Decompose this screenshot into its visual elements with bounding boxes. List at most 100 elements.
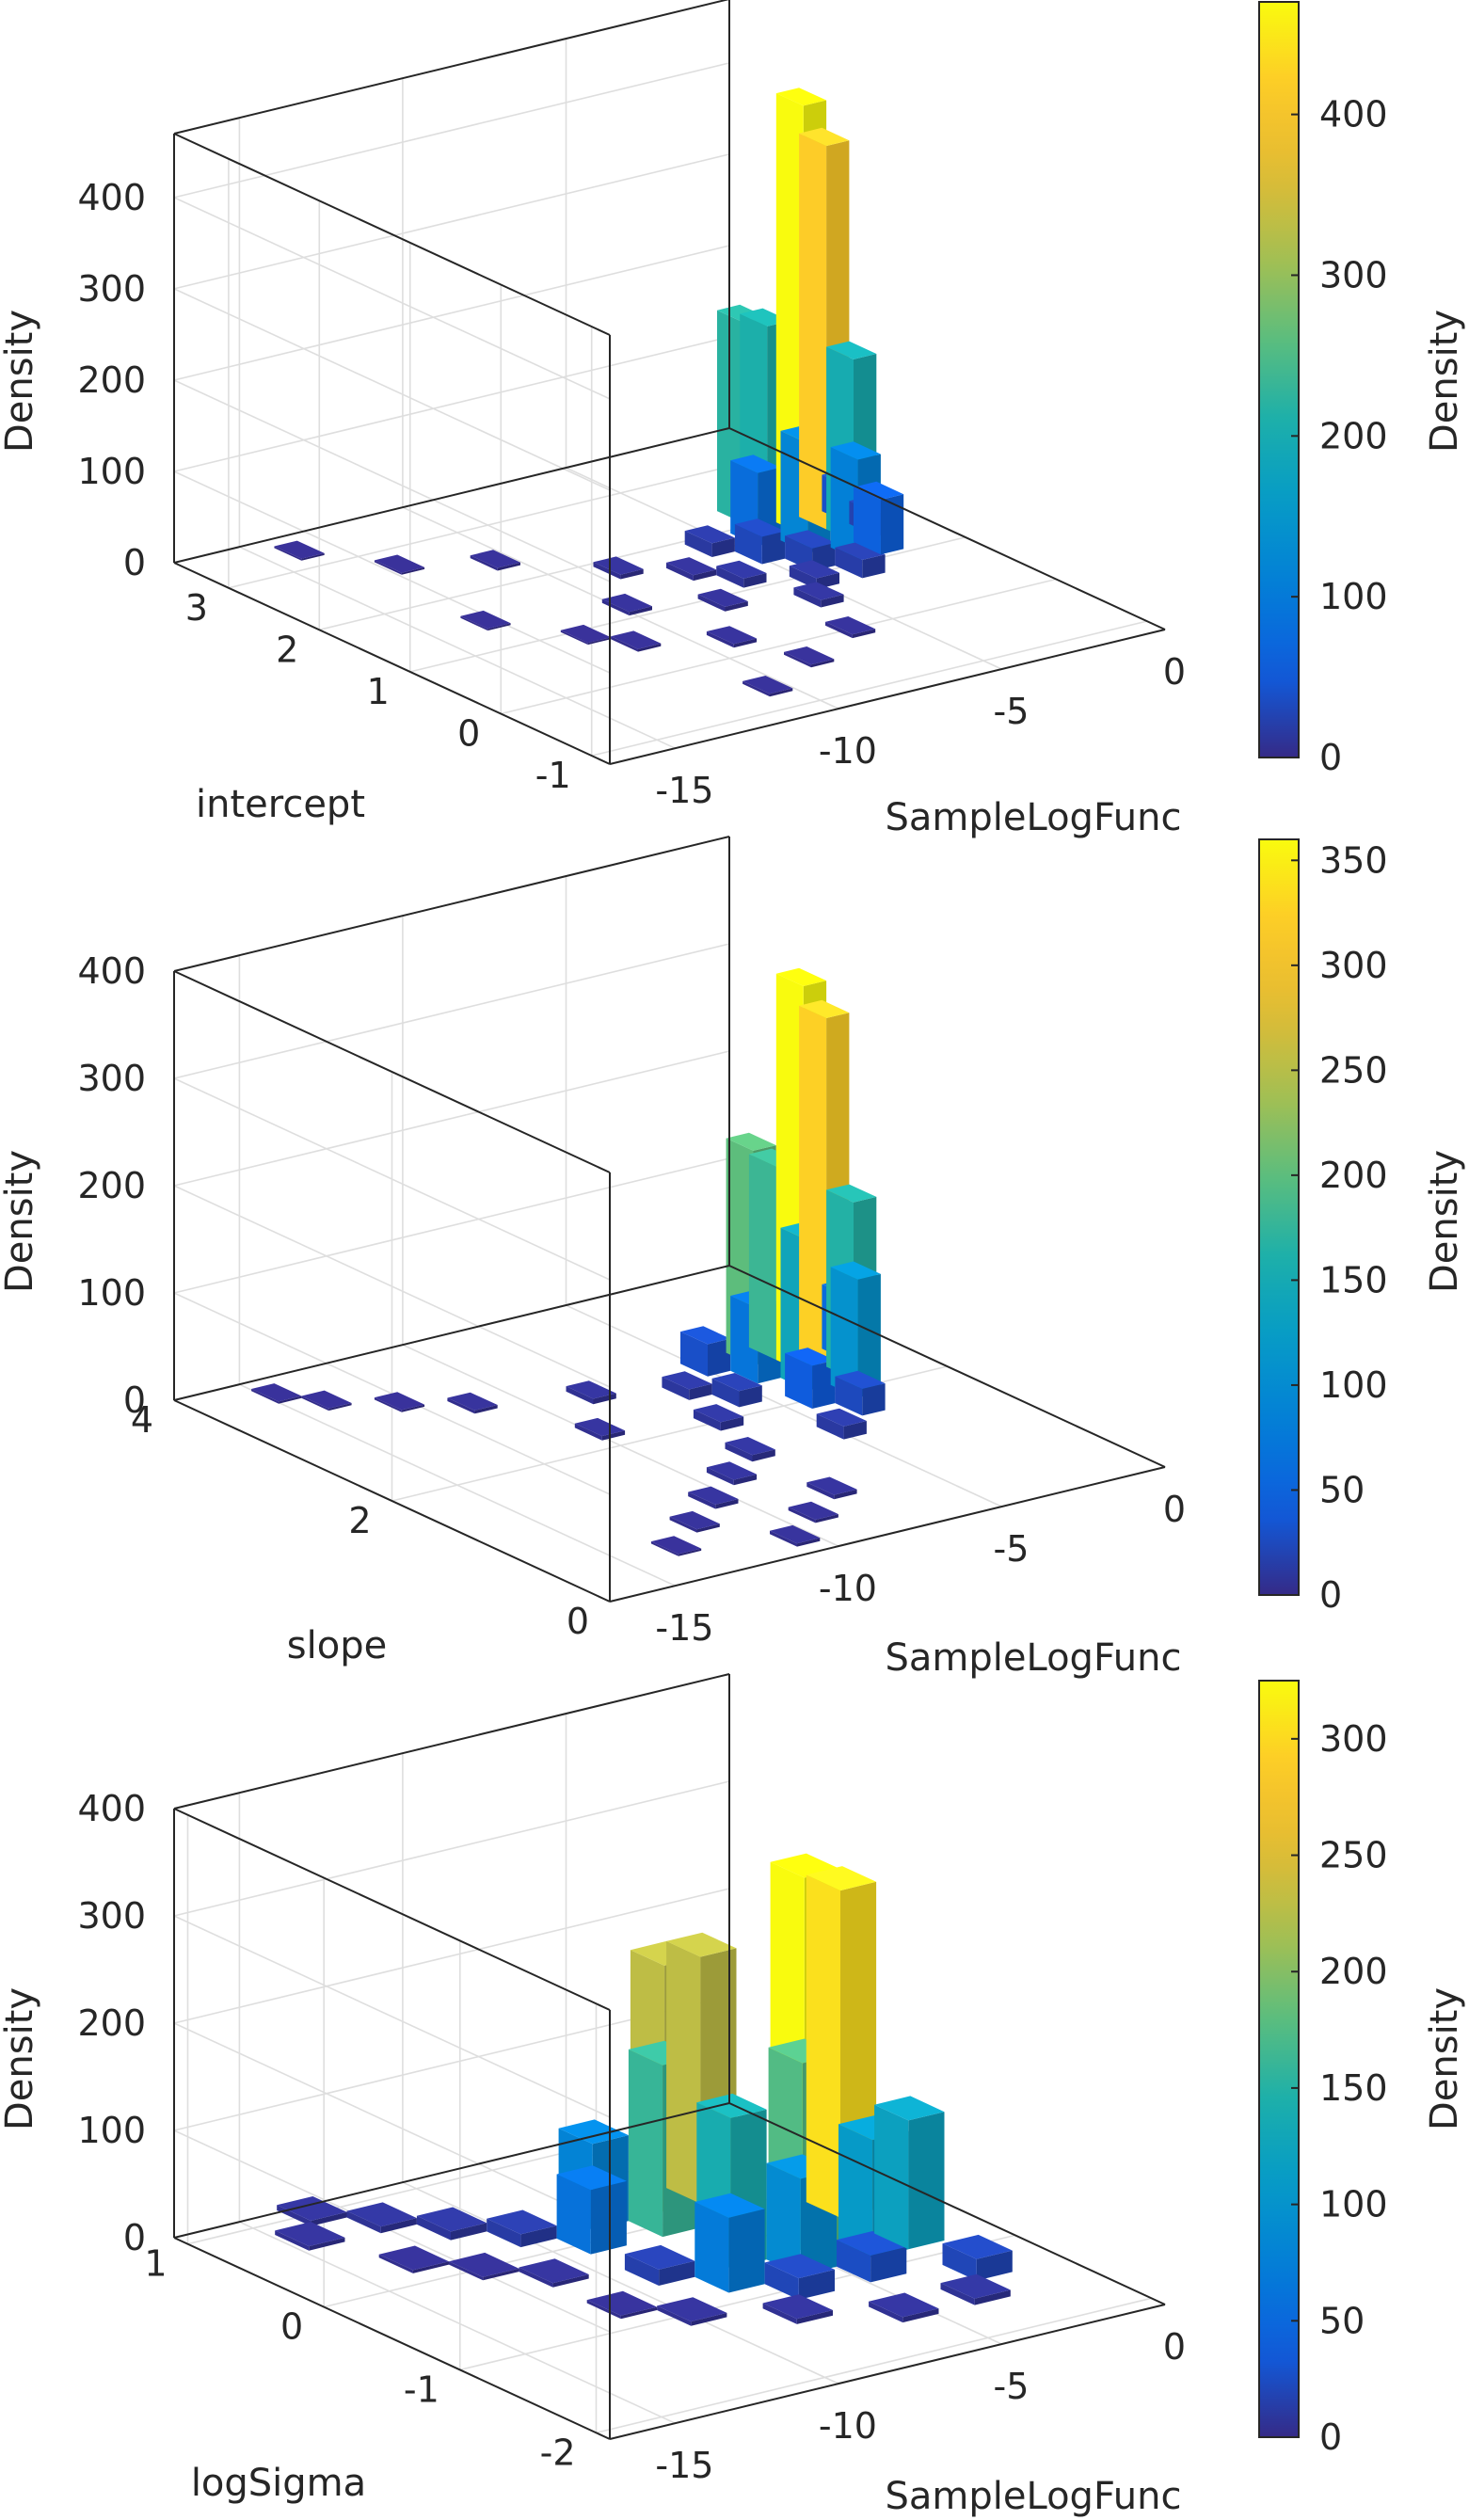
grid-line bbox=[173, 197, 611, 400]
histogram-bar bbox=[706, 626, 758, 648]
panel-2-x-ticks: -15 -10 -5 0 bbox=[655, 1489, 1186, 1649]
panel-1-box bbox=[173, 0, 1166, 765]
panel-1-x-ticks: -15 -10 -5 0 bbox=[655, 651, 1186, 811]
histogram-bar bbox=[460, 610, 511, 631]
histogram-bar bbox=[835, 1370, 886, 1416]
z-tick-label: 100 bbox=[77, 451, 146, 492]
panel-1-x-axis-label: SampleLogFunc bbox=[886, 796, 1182, 839]
axis-box-edge bbox=[173, 2237, 611, 2440]
grid-line bbox=[173, 245, 730, 381]
z-tick-label: 100 bbox=[77, 1272, 146, 1314]
x-tick-label: -15 bbox=[655, 770, 713, 811]
colorbar-tick-label: 0 bbox=[1319, 737, 1342, 778]
histogram-bar bbox=[574, 1417, 626, 1441]
panel-3-y-ticks: -2 -1 0 1 bbox=[144, 2243, 575, 2474]
axis-box-edge bbox=[173, 427, 730, 564]
axis-box-edge bbox=[173, 1808, 611, 2011]
grid-line bbox=[173, 2129, 611, 2333]
panel-2-x-axis-label: SampleLogFunc bbox=[886, 1636, 1182, 1680]
axis-box-edge bbox=[173, 1673, 730, 1810]
axis-box-edge bbox=[728, 2102, 1166, 2305]
histogram-bar bbox=[301, 1390, 352, 1412]
histogram-bar bbox=[816, 1408, 867, 1440]
histogram-bar bbox=[742, 676, 793, 697]
z-tick-label: 200 bbox=[77, 1165, 146, 1206]
grid-line bbox=[173, 153, 730, 290]
histogram-bar bbox=[666, 557, 717, 582]
panel-1-colorbar: 0 100 200 300 400 bbox=[1258, 1, 1388, 778]
panel-3-bars bbox=[275, 1853, 1013, 2326]
histogram-bar bbox=[835, 541, 886, 579]
grid-line bbox=[173, 943, 730, 1079]
panel-2-z-axis-label: Density bbox=[0, 1150, 41, 1293]
y-tick-label: 1 bbox=[367, 671, 390, 712]
histogram-bar bbox=[874, 2096, 945, 2250]
grid-line bbox=[173, 1780, 730, 1917]
axis-box-edge bbox=[173, 0, 730, 135]
x-tick-label: -5 bbox=[994, 1528, 1030, 1570]
z-tick-label: 400 bbox=[77, 950, 146, 992]
histogram-bar bbox=[770, 1524, 821, 1547]
colorbar-tick-label: 300 bbox=[1319, 254, 1388, 295]
histogram-bar bbox=[762, 2294, 833, 2324]
panel-2-colorbar: 0 50 100 150 200 250 300 350 bbox=[1258, 838, 1388, 1616]
z-tick-label: 400 bbox=[77, 177, 146, 218]
grid-line bbox=[173, 2022, 611, 2225]
axis-box-edge bbox=[173, 133, 611, 336]
x-tick-label: -10 bbox=[819, 2405, 877, 2447]
colorbar-tick-label: 0 bbox=[1319, 2416, 1342, 2458]
panel-1-y-ticks: -1 0 1 2 3 bbox=[185, 587, 571, 796]
panel-2-colorbar-label: Density bbox=[1423, 1150, 1466, 1293]
grid-line bbox=[173, 1915, 611, 2118]
axis-box-edge bbox=[173, 836, 730, 972]
colorbar-tick-label: 150 bbox=[1319, 1259, 1388, 1300]
histogram-bar bbox=[593, 556, 644, 580]
histogram-bar bbox=[785, 1348, 836, 1409]
histogram-bar bbox=[788, 1501, 838, 1523]
x-tick-label: 0 bbox=[1163, 1489, 1186, 1530]
z-tick-label: 0 bbox=[123, 2217, 146, 2258]
histogram-bar bbox=[706, 1461, 758, 1486]
y-tick-label: -1 bbox=[535, 755, 571, 796]
histogram-bar bbox=[830, 1261, 881, 1398]
z-tick-label: 300 bbox=[77, 1895, 146, 1937]
colorbar-tick-label: 0 bbox=[1319, 1574, 1342, 1616]
colorbar-tick-label: 150 bbox=[1319, 2067, 1388, 2109]
grid-line bbox=[173, 288, 611, 491]
histogram-bar bbox=[716, 560, 767, 588]
grid-line bbox=[173, 1157, 730, 1294]
axis-box-edge bbox=[609, 629, 1166, 765]
colorbar-tick-label: 200 bbox=[1319, 415, 1388, 456]
z-tick-label: 300 bbox=[77, 1058, 146, 1099]
x-tick-label: 0 bbox=[1163, 651, 1186, 693]
x-tick-label: -15 bbox=[655, 2445, 713, 2486]
x-tick-label: -10 bbox=[819, 730, 877, 772]
axis-box-edge bbox=[609, 2304, 1166, 2440]
axis-box-edge bbox=[173, 1399, 611, 1603]
panel-3-z-ticks: 0 100 200 300 400 bbox=[77, 1788, 146, 2258]
y-tick-label: 2 bbox=[276, 629, 298, 670]
histogram-bar bbox=[825, 616, 876, 639]
panel-2-box bbox=[173, 836, 1166, 1603]
histogram-bar bbox=[611, 630, 662, 652]
histogram-bar bbox=[764, 2254, 835, 2300]
histogram-bar bbox=[684, 525, 735, 557]
histogram-bar bbox=[854, 481, 904, 555]
y-tick-label: -1 bbox=[404, 2368, 439, 2410]
colorbar-tick-label: 250 bbox=[1319, 1835, 1388, 1876]
y-tick-label: 3 bbox=[185, 587, 208, 629]
grid-line bbox=[173, 1050, 730, 1187]
z-tick-label: 0 bbox=[123, 542, 146, 583]
colorbar-tick-label: 200 bbox=[1319, 1951, 1388, 1992]
panel-3-colorbar: 0 50 100 150 200 250 300 bbox=[1258, 1680, 1388, 2458]
colorbar-gradient bbox=[1258, 838, 1300, 1596]
z-tick-label: 300 bbox=[77, 268, 146, 310]
histogram-bar bbox=[725, 1437, 775, 1462]
grid-line bbox=[173, 62, 730, 199]
grid-line bbox=[173, 379, 611, 582]
colorbar-tick-label: 250 bbox=[1319, 1049, 1388, 1091]
panel-3-box bbox=[173, 1673, 1166, 2440]
histogram-bar bbox=[662, 1371, 712, 1400]
